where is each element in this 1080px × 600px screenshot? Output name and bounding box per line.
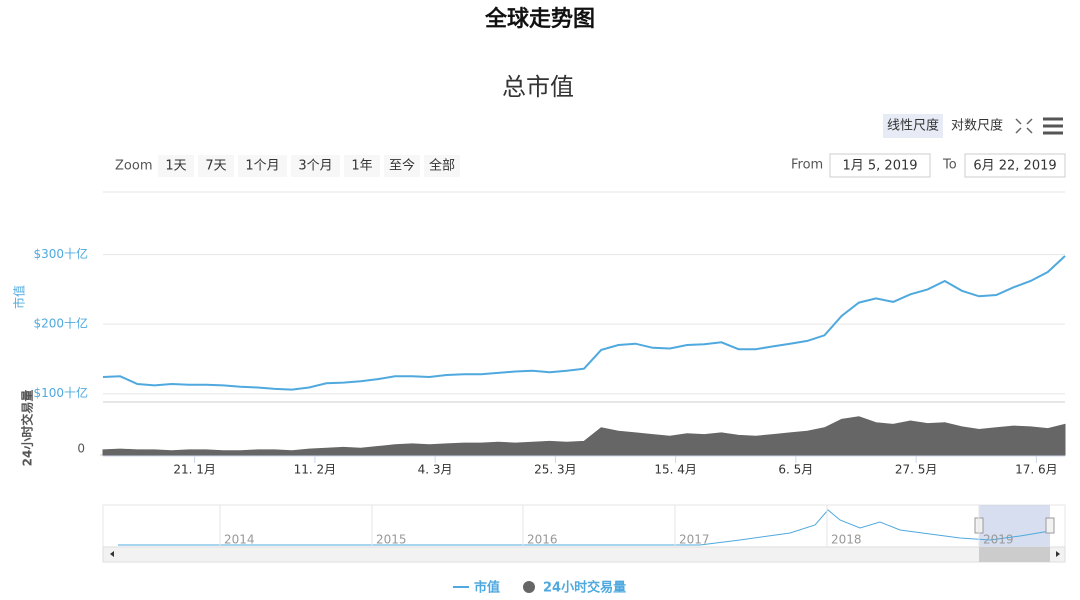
zoom-button-bg (424, 155, 460, 177)
x-tick-label: 4. 3月 (418, 463, 453, 477)
scale-button[interactable]: 线性尺度 (887, 118, 939, 134)
x-tick-label: 25. 3月 (534, 463, 577, 477)
from-value[interactable]: 1月 5, 2019 (842, 159, 917, 174)
line-series (102, 255, 1066, 391)
x-tick-label: 17. 6月 (1015, 463, 1058, 477)
y-tick-label: $100十亿 (33, 385, 88, 400)
y-tick-label: $300十亿 (33, 246, 88, 261)
navigator (102, 504, 1066, 563)
zoom-button[interactable]: 全部 (429, 158, 455, 174)
navigator-label: 2014 (224, 533, 255, 547)
navigator-label: 2015 (376, 533, 407, 547)
to-input[interactable] (964, 153, 1066, 178)
y2-tick-label: 0 (77, 442, 85, 456)
y2-axis-title: 24小时交易量 (20, 390, 35, 467)
zoom-label: Zoom (115, 159, 152, 174)
page-title: 全球走势图 (484, 6, 595, 32)
y-tick-label: $200十亿 (33, 316, 88, 331)
area-series (102, 416, 1066, 456)
from-label: From (791, 158, 823, 173)
zoom-button[interactable]: 3个月 (298, 159, 332, 174)
chart-subtitle: 总市值 (502, 73, 574, 101)
zoom-button[interactable]: 1天 (165, 159, 186, 174)
to-label: To (942, 158, 957, 173)
x-tick-label: 27. 5月 (895, 463, 938, 477)
to-value[interactable]: 6月 22, 2019 (973, 159, 1056, 174)
zoom-button-bg (344, 155, 380, 177)
legend-symbol[interactable] (523, 581, 535, 593)
x-tick-label: 21. 1月 (173, 463, 216, 477)
from-input[interactable] (829, 153, 931, 178)
x-tick-label: 6. 5月 (778, 463, 813, 477)
x-tick-label: 15. 4月 (654, 463, 697, 477)
fullscreen-icon[interactable] (1015, 118, 1033, 134)
navigator-label: 2016 (527, 533, 558, 547)
navigator-label: 2019 (983, 533, 1014, 547)
x-tick-label: 11. 2月 (294, 463, 337, 477)
scale-button[interactable]: 对数尺度 (951, 118, 1003, 134)
zoom-button[interactable]: 至今 (389, 158, 415, 174)
zoom-button-bg (291, 155, 340, 177)
zoom-button-bg (238, 155, 287, 177)
navigator-label: 2017 (679, 533, 710, 547)
zoom-button-bg (158, 155, 194, 177)
button-bg (883, 114, 943, 138)
legend-label[interactable]: 市值 (474, 580, 500, 596)
zoom-button-bg (198, 155, 234, 177)
zoom-button-bg (384, 155, 420, 177)
zoom-button[interactable]: 7天 (205, 159, 226, 174)
navigator-label: 2018 (831, 533, 862, 547)
zoom-button[interactable]: 1年 (351, 159, 372, 174)
y-axis-title: 市值 (12, 285, 27, 309)
menu-icon[interactable] (1043, 117, 1063, 135)
legend-label[interactable]: 24小时交易量 (543, 580, 626, 596)
zoom-button[interactable]: 1个月 (245, 159, 279, 174)
